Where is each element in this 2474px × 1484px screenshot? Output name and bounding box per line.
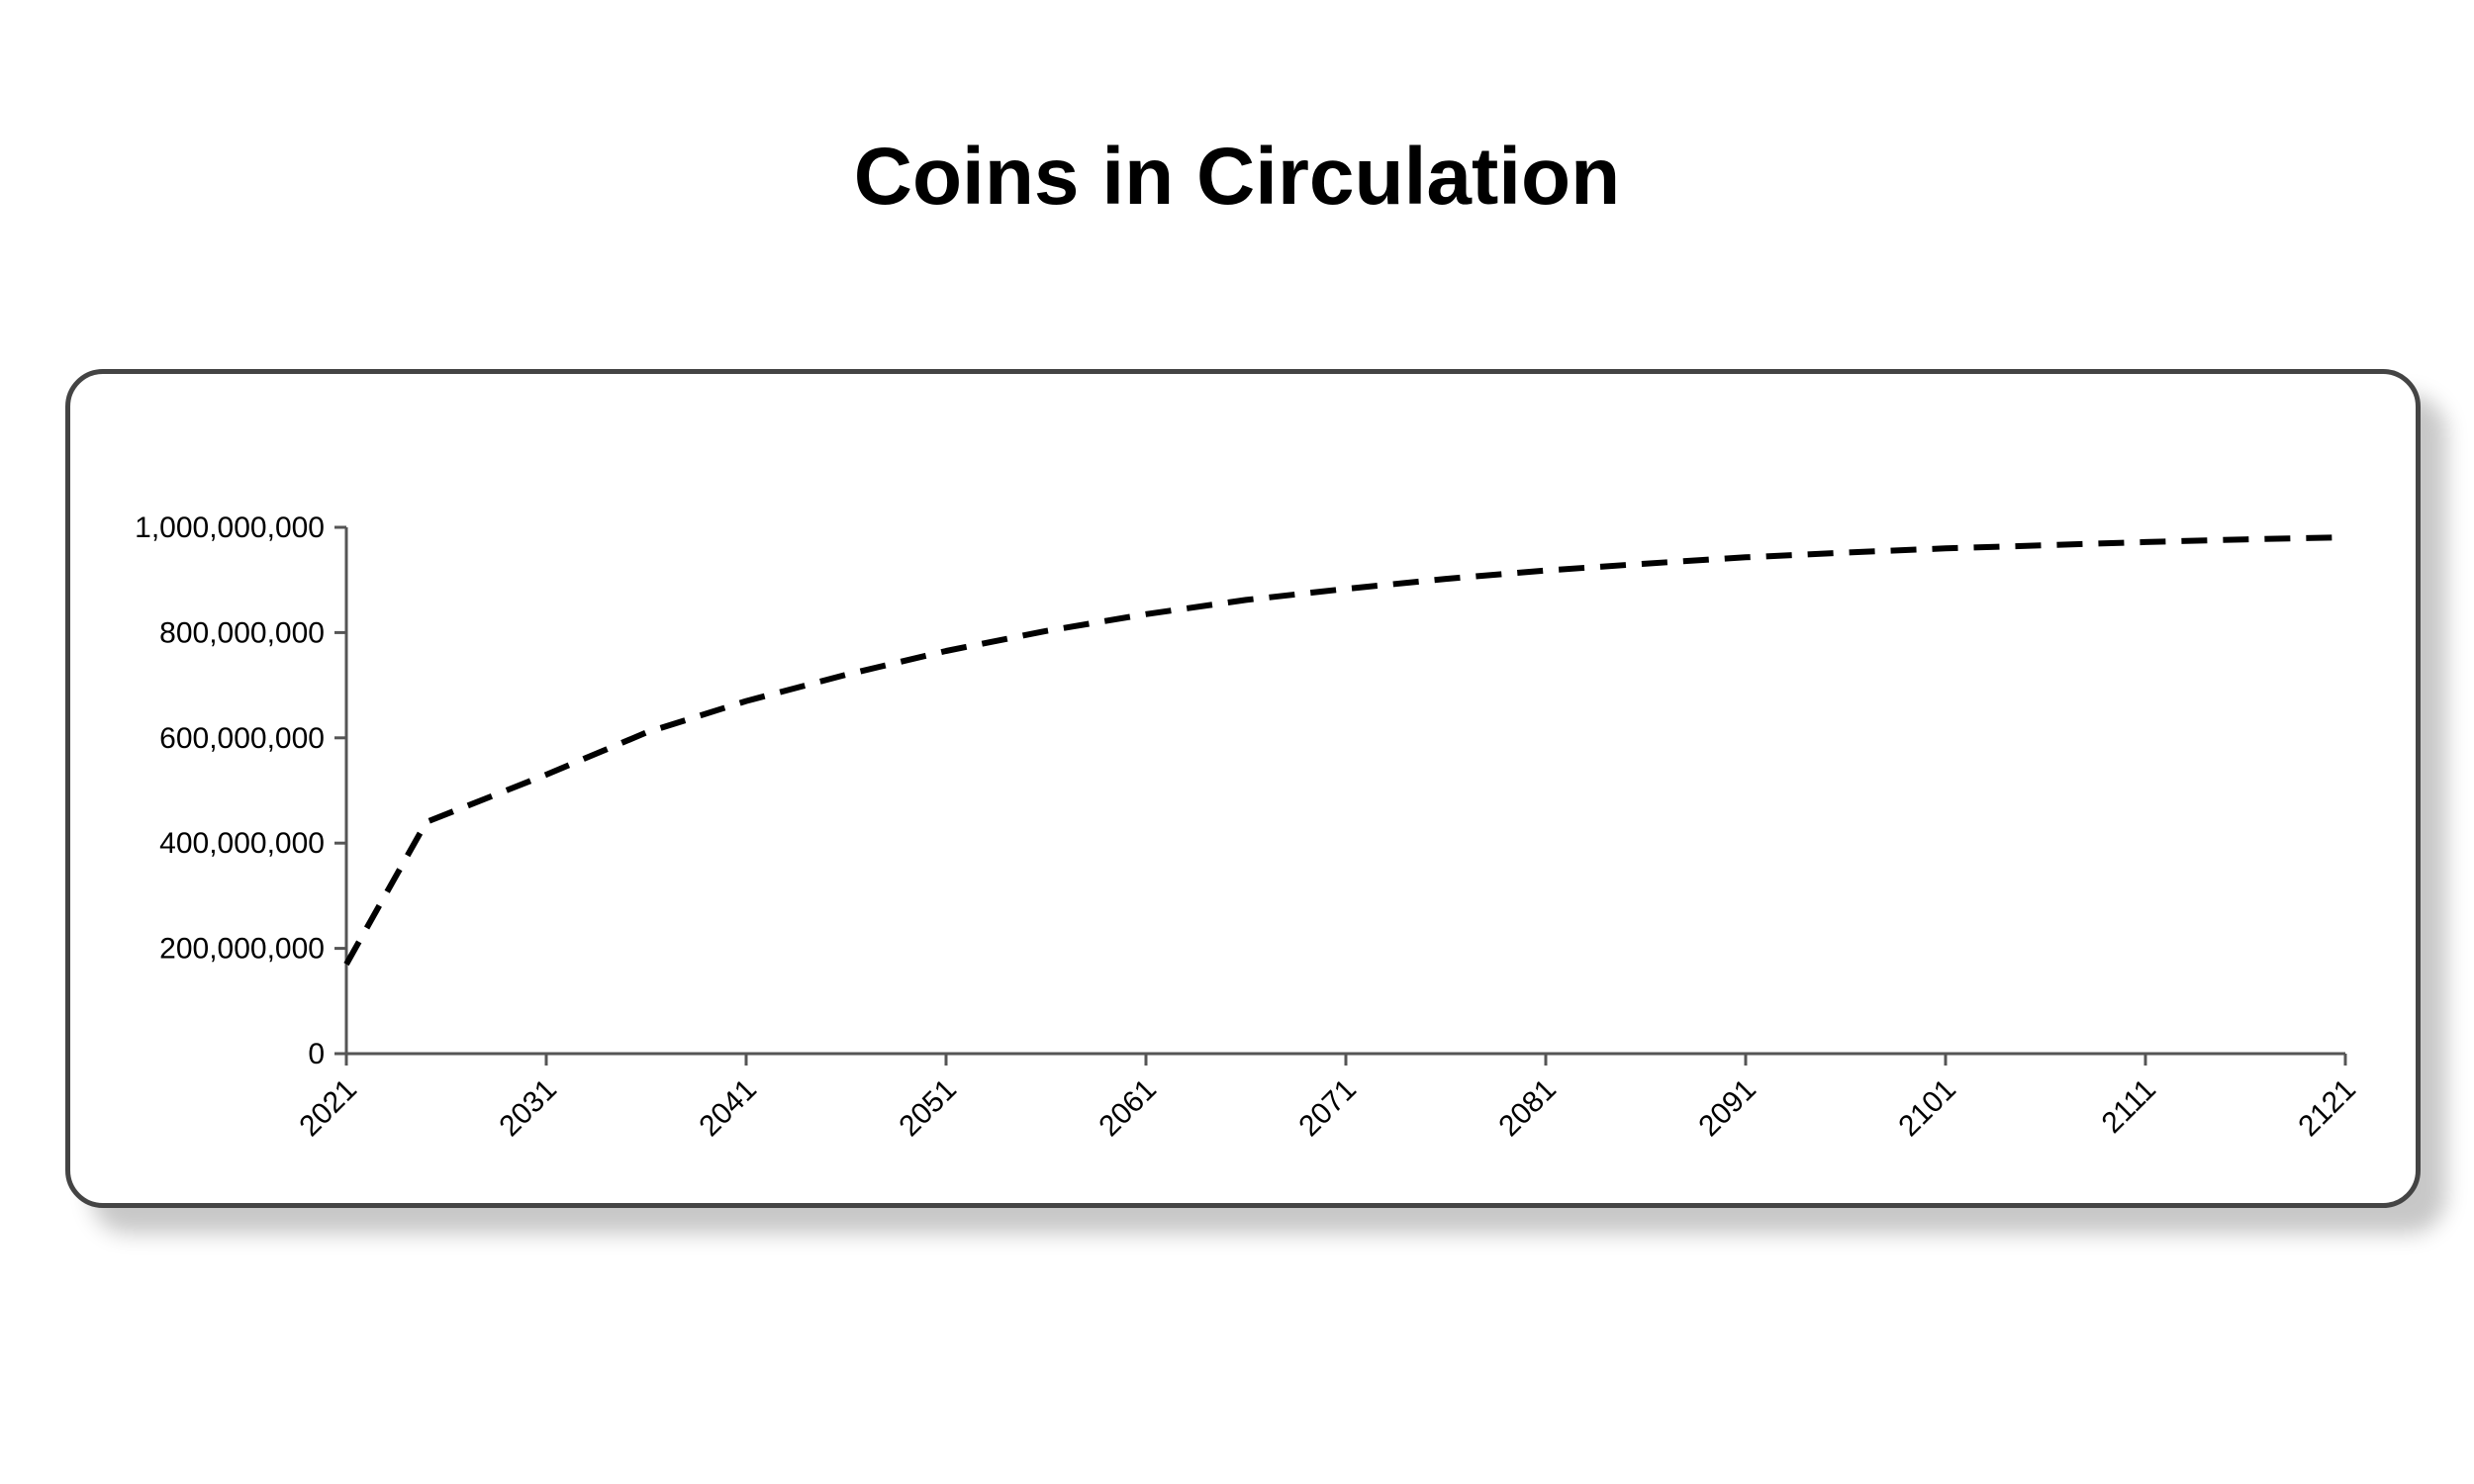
x-tick-label: 2081	[1492, 1073, 1563, 1144]
x-tick-label: 2021	[293, 1073, 363, 1144]
y-tick-label: 800,000,000	[159, 616, 325, 649]
x-tick-label: 2031	[493, 1073, 563, 1144]
axes	[344, 527, 2345, 1056]
chart-panel	[65, 369, 2421, 1208]
x-tick-label: 2051	[893, 1073, 963, 1144]
chart-title: Coins in Circulation	[853, 132, 1621, 222]
tick-labels: 0 200,000,000 400,000,000 600,000,000 800,00…	[135, 511, 2362, 1143]
y-tick-label: 200,000,000	[159, 933, 325, 966]
y-tick-label: 400,000,000	[159, 827, 325, 860]
y-tick-label: 1,000,000,000	[135, 511, 325, 544]
x-tick-label: 2061	[1093, 1073, 1163, 1144]
series-line-0	[343, 534, 2346, 967]
x-tick-label: 2111	[2096, 1073, 2162, 1140]
x-tick-label: 2041	[693, 1073, 763, 1144]
x-tick-label: 2101	[1892, 1073, 1962, 1144]
tick-marks	[334, 525, 2347, 1066]
x-tick-label: 2121	[2292, 1073, 2362, 1144]
y-tick-label: 0	[308, 1038, 325, 1070]
x-tick-label: 2091	[1692, 1073, 1762, 1144]
y-tick-label: 600,000,000	[159, 722, 325, 755]
series-layer	[343, 534, 2346, 967]
x-tick-label: 2071	[1292, 1073, 1363, 1144]
